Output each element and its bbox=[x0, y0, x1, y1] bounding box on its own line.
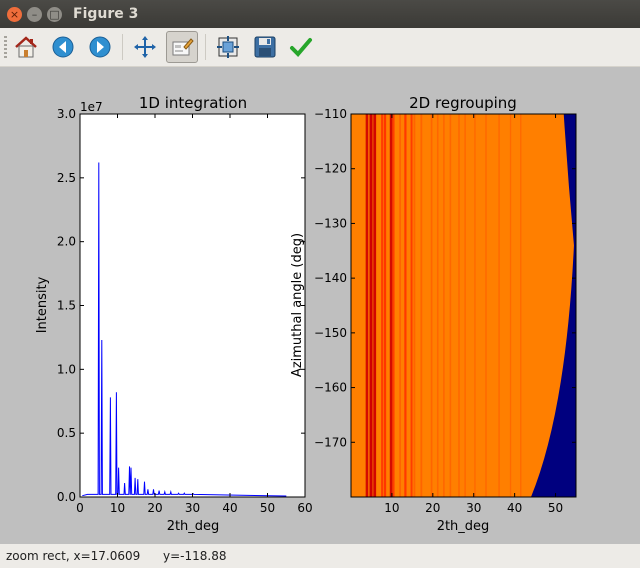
diffraction-line bbox=[436, 114, 439, 497]
heatmap-data-region bbox=[351, 114, 574, 497]
axes-1d-integration[interactable]: 0 10 20 30 40 50 60 0.0 0.5 1.0 1.5 2.0 2.5 3.0 1D in… bbox=[35, 94, 313, 534]
axes-1d-title: 1D integration bbox=[139, 94, 247, 112]
xtick-label: 0 bbox=[76, 501, 84, 515]
navigation-toolbar bbox=[0, 28, 640, 67]
home-icon bbox=[15, 36, 37, 58]
ytick-label: 2.5 bbox=[57, 171, 76, 185]
heatmap-image bbox=[351, 114, 576, 497]
diffraction-line bbox=[404, 114, 407, 497]
status-y-value: y=-118.88 bbox=[163, 549, 227, 563]
minimize-window-button[interactable]: – bbox=[27, 7, 42, 22]
diffraction-line bbox=[443, 114, 445, 497]
pan-icon bbox=[134, 36, 156, 58]
pan-button[interactable] bbox=[129, 31, 161, 63]
axes-2d-ylabel: Azimuthal angle (deg) bbox=[290, 233, 305, 377]
axes-1d-ylabel: Intensity bbox=[35, 276, 50, 333]
forward-button[interactable] bbox=[84, 31, 116, 63]
diffraction-line bbox=[474, 114, 476, 497]
window-title: Figure 3 bbox=[73, 6, 139, 22]
xtick-label: 40 bbox=[507, 501, 522, 515]
axes-2d-frame bbox=[350, 113, 577, 498]
checkmark-icon bbox=[290, 38, 312, 57]
subplots-icon bbox=[217, 36, 239, 58]
diffraction-line bbox=[389, 114, 393, 497]
ytick-label: 3.0 bbox=[57, 107, 76, 121]
figure-canvas[interactable]: 0 10 20 30 40 50 60 0.0 0.5 1.0 1.5 2.0 2.5 3.0 1D in… bbox=[0, 67, 640, 544]
diffraction-line bbox=[485, 114, 487, 497]
ytick-label: 1.0 bbox=[57, 362, 76, 376]
toolbar-separator bbox=[205, 34, 206, 60]
ytick-label: −140 bbox=[314, 271, 347, 285]
back-button[interactable] bbox=[47, 31, 79, 63]
axes-2d-regrouping[interactable]: 10 20 30 40 50 −170 −160 −150 −140 −130 −120 −110 2… bbox=[290, 94, 577, 534]
window-titlebar: × – □ Figure 3 bbox=[0, 0, 640, 28]
diffraction-line bbox=[420, 114, 423, 497]
zoom-button[interactable] bbox=[166, 31, 198, 63]
diffraction-line bbox=[464, 114, 466, 497]
axes-2d-xlabel: 2th_deg bbox=[437, 519, 490, 534]
xtick-label: 60 bbox=[297, 501, 312, 515]
xtick-label: 20 bbox=[425, 501, 440, 515]
ytick-label: −160 bbox=[314, 381, 347, 395]
axes-1d-xlabel: 2th_deg bbox=[167, 519, 220, 534]
intensity-line bbox=[82, 162, 287, 497]
close-window-button[interactable]: × bbox=[7, 7, 22, 22]
ytick-label: −170 bbox=[314, 435, 347, 449]
xtick-label: 50 bbox=[548, 501, 563, 515]
axes-1d-ticks: 0 10 20 30 40 50 60 0.0 0.5 1.0 1.5 2.0 2.5 3.0 bbox=[57, 107, 313, 515]
diffraction-line bbox=[449, 114, 452, 497]
subplots-button[interactable] bbox=[212, 31, 244, 63]
save-button[interactable] bbox=[249, 31, 281, 63]
diffraction-line bbox=[369, 114, 373, 497]
home-button[interactable] bbox=[10, 31, 42, 63]
apply-button[interactable] bbox=[285, 31, 317, 63]
axes-1d-background bbox=[79, 113, 306, 498]
xtick-label: 10 bbox=[384, 501, 399, 515]
diffraction-line bbox=[498, 114, 500, 497]
toolbar-grip[interactable] bbox=[4, 36, 7, 58]
axes-1d-offset-text: 1e7 bbox=[80, 100, 103, 114]
ytick-label: −130 bbox=[314, 216, 347, 230]
xtick-label: 10 bbox=[110, 501, 125, 515]
ytick-label: −110 bbox=[314, 107, 347, 121]
status-coordinates: zoom rect, x=17.0609 bbox=[6, 549, 141, 563]
back-arrow-icon bbox=[52, 36, 74, 58]
ytick-label: −120 bbox=[314, 162, 347, 176]
xtick-label: 50 bbox=[260, 501, 275, 515]
diffraction-line bbox=[381, 114, 384, 497]
diffraction-line bbox=[373, 114, 377, 497]
xtick-label: 20 bbox=[147, 501, 162, 515]
diffraction-line bbox=[430, 114, 433, 497]
status-bar: zoom rect, x=17.0609 y=-118.88 bbox=[0, 544, 640, 568]
diffraction-line bbox=[399, 114, 401, 497]
toolbar-separator bbox=[122, 34, 123, 60]
diffraction-line bbox=[392, 114, 395, 497]
axes-2d-title: 2D regrouping bbox=[409, 94, 517, 112]
diffraction-line bbox=[458, 114, 460, 497]
ytick-label: 2.0 bbox=[57, 235, 76, 249]
ytick-label: 0.0 bbox=[57, 490, 76, 504]
axes-2d-ticks: 10 20 30 40 50 −170 −160 −150 −140 −130 −120 −110 bbox=[314, 107, 576, 515]
ytick-label: 0.5 bbox=[57, 426, 76, 440]
diffraction-line bbox=[365, 114, 369, 497]
xtick-label: 30 bbox=[466, 501, 481, 515]
forward-arrow-icon bbox=[89, 36, 111, 58]
diffraction-line bbox=[509, 114, 512, 497]
maximize-window-button[interactable]: □ bbox=[47, 7, 62, 22]
xtick-label: 40 bbox=[222, 501, 237, 515]
diffraction-line bbox=[383, 114, 387, 497]
diffraction-line bbox=[413, 114, 416, 497]
save-icon bbox=[254, 36, 276, 58]
diffraction-line bbox=[410, 114, 413, 497]
ytick-label: 1.5 bbox=[57, 299, 76, 313]
ytick-label: −150 bbox=[314, 326, 347, 340]
diffraction-line bbox=[520, 114, 522, 497]
xtick-label: 30 bbox=[185, 501, 200, 515]
diffraction-lines bbox=[365, 114, 522, 497]
zoom-rect-icon bbox=[172, 38, 194, 56]
figure-svg[interactable]: 0 10 20 30 40 50 60 0.0 0.5 1.0 1.5 2.0 2.5 3.0 1D in… bbox=[0, 67, 640, 544]
